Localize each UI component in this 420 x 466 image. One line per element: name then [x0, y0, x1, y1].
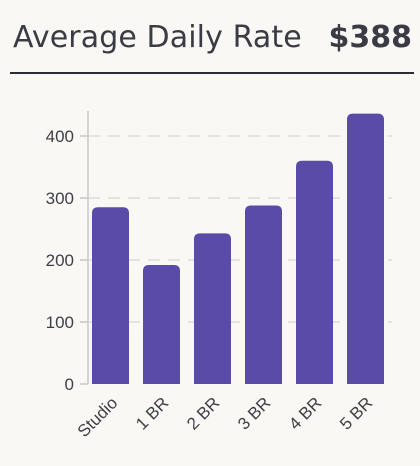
chart-title: Average Daily Rate	[13, 20, 302, 55]
x-tick-label: 3 BR	[234, 393, 274, 433]
y-tick-label: 300	[46, 189, 74, 208]
y-axis: 0 100 200 300 400	[46, 111, 89, 394]
y-tick-label: 200	[46, 251, 74, 270]
x-tick-label: 2 BR	[183, 393, 223, 433]
x-tick-label: 1 BR	[132, 393, 172, 433]
y-tick-label: 100	[46, 313, 74, 332]
bar-studio	[92, 207, 129, 384]
average-rate-value: $388	[328, 20, 413, 55]
x-tick-label: 4 BR	[285, 393, 325, 433]
y-tick-label: 400	[46, 127, 74, 146]
bar-chart: 0 100 200 300 400 Studio 1 BR 2 BR 3 BR 4 BR 5 BR	[46, 111, 392, 441]
x-tick-label: 5 BR	[336, 393, 376, 433]
bar-5-br	[347, 113, 384, 385]
x-axis-labels: Studio 1 BR 2 BR 3 BR 4 BR 5 BR	[74, 393, 377, 441]
bar-3-br	[245, 205, 282, 384]
gridlines	[88, 135, 392, 323]
chart-header: Average Daily Rate $388	[10, 0, 414, 74]
bar-1-br	[143, 264, 180, 384]
bar-4-br	[296, 160, 333, 384]
bar-2-br	[194, 233, 231, 384]
y-tick-label: 0	[65, 375, 74, 394]
bars	[92, 113, 384, 385]
x-tick-label: Studio	[74, 393, 122, 441]
